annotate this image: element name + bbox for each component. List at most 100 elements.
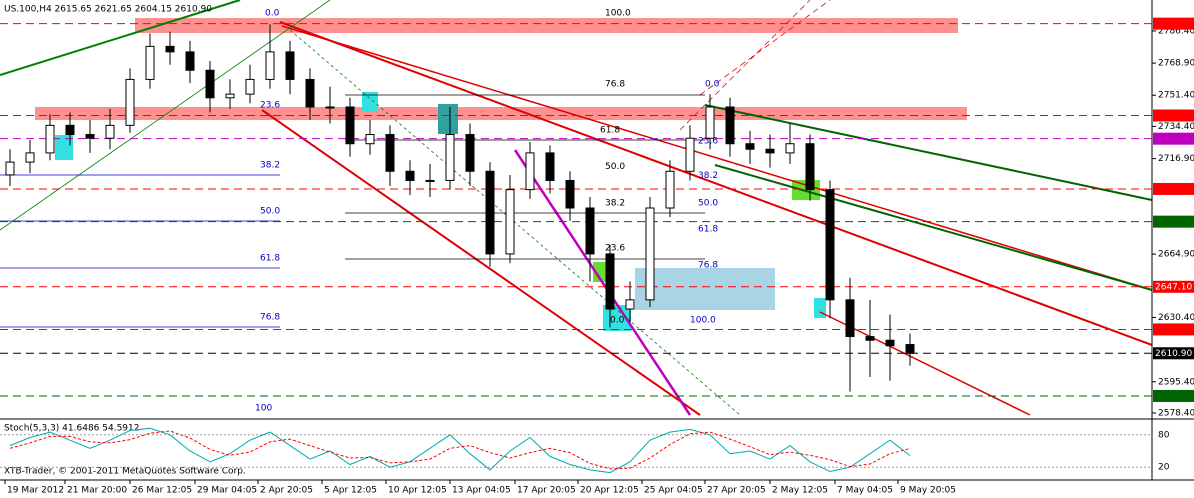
- candle-body: [445, 134, 455, 181]
- trend-line: [289, 29, 741, 416]
- fib-label: 38.2: [698, 171, 718, 181]
- x-tick-label: 10 Apr 12:05: [388, 486, 447, 496]
- candle-body: [465, 134, 475, 172]
- candle-body: [665, 170, 675, 209]
- candle-body: [845, 299, 855, 338]
- x-tick-label: 5 Apr 12:05: [324, 486, 377, 496]
- x-tick-label: 13 Apr 04:05: [452, 486, 511, 496]
- y-tick-label: 2630.40: [1158, 313, 1194, 323]
- candle-body: [365, 134, 375, 145]
- trend-line: [281, 25, 1153, 291]
- fib-label: 61.8: [600, 125, 620, 135]
- fib-label: 76.8: [605, 79, 625, 89]
- fib-label: 61.8: [698, 225, 718, 235]
- marker: [55, 135, 73, 160]
- x-tick-label: 25 Apr 04:05: [644, 486, 703, 496]
- candle-body: [565, 179, 575, 209]
- header: US.100,H4 2615.65 2621.65 2604.15 2610.9…: [4, 5, 212, 15]
- x-tick-label: 20 Apr 12:05: [580, 486, 639, 496]
- footer: XTB-Trader, © 2001-2011 MetaQuotes Softw…: [4, 467, 246, 477]
- candle-body: [105, 124, 115, 139]
- y-tick-label: 80: [1158, 430, 1170, 440]
- x-tick-label: 29 Mar 04:05: [197, 486, 257, 496]
- fib-label: 100.0: [605, 8, 631, 18]
- candle-body: [725, 106, 735, 145]
- trend-line: [704, 104, 1153, 201]
- candle-body: [885, 339, 895, 347]
- stoch-line: [9, 427, 911, 474]
- candle-body: [765, 148, 775, 154]
- candle-body: [645, 207, 655, 301]
- fib-label: 61.8: [260, 254, 280, 264]
- price-tag: [1153, 280, 1194, 293]
- price-tag: [1153, 389, 1194, 402]
- price-tag-label: 2647.10: [1155, 282, 1192, 292]
- trend-line: [0, 0, 331, 231]
- fib-label: 76.8: [698, 261, 718, 271]
- y-tick-label: 2751.40: [1158, 91, 1194, 101]
- price-tag: [1153, 132, 1194, 145]
- candle-body: [285, 51, 295, 80]
- candle-body: [25, 152, 35, 163]
- y-tick-label: 2734.40: [1158, 122, 1194, 132]
- trend-line: [261, 109, 701, 416]
- fib-label: 0.0: [705, 79, 720, 89]
- y-tick-label: 20: [1158, 463, 1170, 473]
- candle-body: [325, 106, 335, 109]
- trend-line: [819, 311, 1031, 416]
- fib-label: 50.0: [605, 162, 625, 172]
- y-tick-label: 2578.40: [1158, 408, 1194, 418]
- fib-label: 50.0: [698, 199, 718, 209]
- candle-body: [825, 189, 835, 301]
- candle-body: [705, 106, 715, 139]
- candle-body: [165, 45, 175, 53]
- candle-body: [485, 170, 495, 255]
- price-tag: [1153, 323, 1194, 336]
- candle-body: [345, 106, 355, 145]
- candle-body: [785, 143, 795, 154]
- price-tag: [1153, 347, 1194, 360]
- candle-body: [505, 189, 515, 255]
- candle-body: [605, 253, 615, 310]
- fib-label: 100: [255, 403, 272, 413]
- price-tag: [1153, 215, 1194, 228]
- y-tick-label: 2768.90: [1158, 59, 1194, 69]
- x-tick-label: 27 Apr 20:05: [707, 486, 766, 496]
- candle-body: [125, 78, 135, 126]
- resistance-zone: [35, 107, 967, 120]
- x-tick-label: 2 May 12:05: [772, 486, 828, 496]
- candle-body: [65, 124, 75, 136]
- trend-line: [0, 0, 241, 76]
- candle-body: [385, 134, 395, 172]
- y-tick-label: 2786.40: [1158, 26, 1194, 36]
- candle-body: [45, 124, 55, 154]
- fib-label: 50.0: [260, 207, 280, 217]
- fib-label: 100.0: [690, 316, 716, 326]
- x-tick-label: 17 Apr 20:05: [517, 486, 576, 496]
- x-tick-label: 7 May 04:05: [837, 486, 893, 496]
- x-tick-label: 19 Mar 2012: [7, 486, 64, 496]
- trend-line: [699, 0, 831, 96]
- marker: [362, 92, 378, 112]
- candle-body: [425, 179, 435, 182]
- marker: [438, 104, 458, 134]
- resistance-zone: [135, 18, 958, 33]
- candle-body: [85, 134, 95, 139]
- candle-body: [545, 152, 555, 181]
- price-tag: [1153, 109, 1194, 122]
- marker: [593, 262, 607, 282]
- trend-line: [513, 149, 692, 416]
- x-tick-label: 21 Mar 20:00: [67, 486, 127, 496]
- y-tick-label: 2664.90: [1158, 250, 1194, 260]
- fib-label: 23.6: [260, 100, 280, 110]
- candle-body: [625, 299, 635, 310]
- y-tick-label: 2716.90: [1158, 154, 1194, 164]
- candle-body: [685, 137, 695, 172]
- candle-body: [905, 344, 915, 354]
- candle-body: [265, 51, 275, 80]
- candle-body: [865, 336, 875, 341]
- candle-body: [5, 161, 15, 176]
- candle-body: [405, 170, 415, 181]
